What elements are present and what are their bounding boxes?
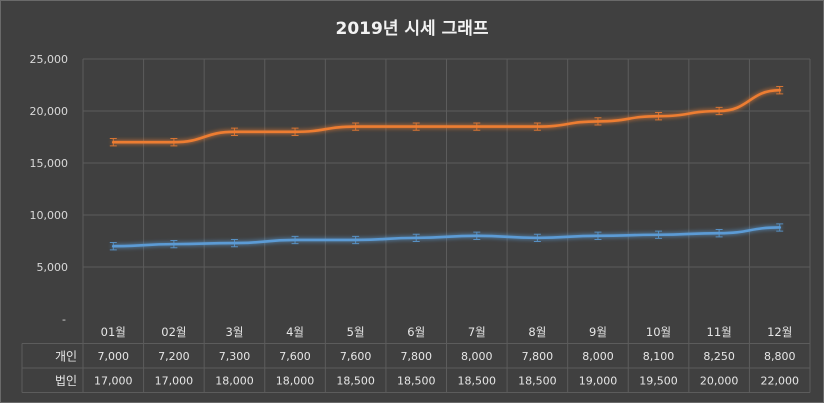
x-category-label: 02월: [161, 325, 186, 339]
error-bar: [715, 229, 723, 238]
error-bar: [473, 231, 481, 240]
table-value: 7,600: [340, 350, 372, 363]
error-bar: [291, 127, 299, 136]
error-bar: [352, 122, 360, 131]
error-bar: [230, 238, 238, 248]
table-value: 22,000: [760, 374, 799, 387]
x-category-label: 01월: [101, 325, 126, 339]
error-bar: [352, 235, 360, 245]
error-bar: [533, 233, 541, 243]
x-category-label: 4월: [286, 325, 304, 339]
series-line-2: [111, 88, 782, 144]
error-bar: [776, 223, 784, 232]
y-tick-label: 20,000: [30, 105, 69, 118]
error-bar: [594, 231, 602, 240]
x-category-label: 11월: [707, 325, 732, 339]
series-line-1: [111, 226, 782, 248]
error-bar: [109, 138, 117, 147]
y-tick-label: 15,000: [30, 157, 69, 170]
table-value: 8,000: [582, 350, 614, 363]
table-value: 18,000: [276, 374, 315, 387]
table-value: 7,800: [400, 350, 432, 363]
table-value: 18,500: [518, 374, 557, 387]
error-bar: [776, 86, 784, 95]
y-tick-label: 10,000: [30, 209, 69, 222]
error-bar: [230, 127, 238, 136]
table-value: 18,000: [215, 374, 254, 387]
error-bar: [170, 138, 178, 147]
x-category-label: 6월: [407, 325, 425, 339]
legend-label-2: 법인: [55, 374, 77, 388]
table-value: 18,500: [336, 374, 375, 387]
y-tick-label: 5,000: [37, 261, 69, 274]
table-value: 7,800: [522, 350, 554, 363]
y-tick-label: -: [62, 313, 66, 326]
error-bar: [715, 106, 723, 116]
x-category-label: 5월: [347, 325, 365, 339]
y-tick-label: 25,000: [30, 53, 69, 66]
x-category-label: 9월: [589, 325, 607, 339]
x-category-label: 8월: [528, 325, 546, 339]
x-category-label: 10월: [646, 325, 671, 339]
table-value: 8,250: [703, 350, 735, 363]
x-category-label: 7월: [468, 325, 486, 339]
table-value: 17,000: [155, 374, 194, 387]
error-bar: [170, 239, 178, 249]
x-category-label: 3월: [226, 325, 244, 339]
error-bar: [412, 122, 420, 131]
table-value: 8,100: [643, 350, 675, 363]
table-value: 7,600: [279, 350, 311, 363]
table-value: 7,200: [158, 350, 190, 363]
table-value: 18,500: [397, 374, 436, 387]
table-value: 8,000: [461, 350, 493, 363]
table-value: 7,000: [98, 350, 130, 363]
error-bar: [533, 122, 541, 131]
error-bar: [655, 112, 663, 121]
error-bar: [473, 122, 481, 131]
x-category-label: 12월: [767, 325, 792, 339]
table-value: 18,500: [458, 374, 497, 387]
error-bar: [291, 235, 299, 245]
table-value: 8,800: [764, 350, 796, 363]
error-bar: [655, 230, 663, 239]
table-value: 20,000: [700, 374, 739, 387]
chart-title: 2019년 시세 그래프: [335, 19, 489, 39]
table-value: 17,000: [94, 374, 133, 387]
table-value: 19,000: [579, 374, 618, 387]
error-bar: [109, 242, 117, 251]
legend-label-1: 개인: [55, 349, 77, 363]
error-bar: [594, 117, 602, 126]
error-bar: [412, 233, 420, 243]
table-value: 7,300: [219, 350, 251, 363]
table-value: 19,500: [639, 374, 678, 387]
